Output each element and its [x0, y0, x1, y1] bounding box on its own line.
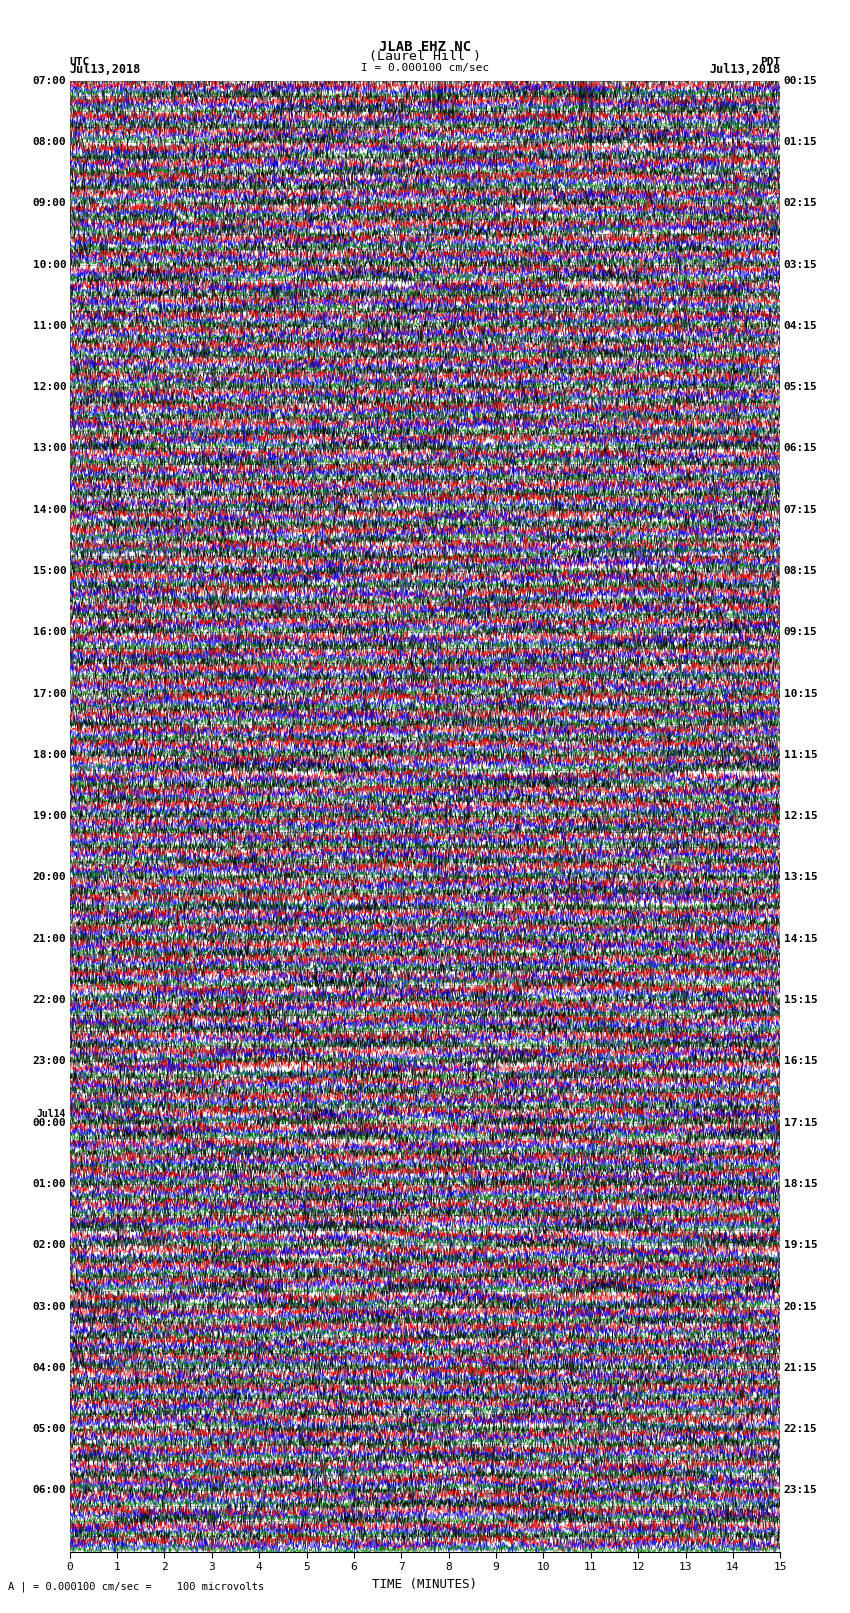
Text: 23:00: 23:00	[32, 1057, 66, 1066]
Text: PDT: PDT	[760, 56, 780, 66]
Text: I = 0.000100 cm/sec: I = 0.000100 cm/sec	[361, 63, 489, 73]
Text: 07:00: 07:00	[32, 76, 66, 85]
Text: 06:00: 06:00	[32, 1486, 66, 1495]
Text: 17:15: 17:15	[784, 1118, 818, 1127]
Text: 04:15: 04:15	[784, 321, 818, 331]
Text: 00:15: 00:15	[784, 76, 818, 85]
Text: 01:15: 01:15	[784, 137, 818, 147]
Text: 18:15: 18:15	[784, 1179, 818, 1189]
Text: 07:15: 07:15	[784, 505, 818, 515]
Text: 21:00: 21:00	[32, 934, 66, 944]
Text: 16:15: 16:15	[784, 1057, 818, 1066]
Text: 08:00: 08:00	[32, 137, 66, 147]
Text: 10:00: 10:00	[32, 260, 66, 269]
Text: 21:15: 21:15	[784, 1363, 818, 1373]
Text: 14:00: 14:00	[32, 505, 66, 515]
Text: 09:00: 09:00	[32, 198, 66, 208]
Text: Jul13,2018: Jul13,2018	[709, 63, 780, 76]
Text: 12:15: 12:15	[784, 811, 818, 821]
Text: UTC: UTC	[70, 56, 90, 66]
Text: 03:00: 03:00	[32, 1302, 66, 1311]
Text: 11:00: 11:00	[32, 321, 66, 331]
Text: JLAB EHZ NC: JLAB EHZ NC	[379, 40, 471, 53]
Text: (Laurel Hill ): (Laurel Hill )	[369, 50, 481, 63]
Text: 22:15: 22:15	[784, 1424, 818, 1434]
Text: 15:00: 15:00	[32, 566, 66, 576]
Text: 16:00: 16:00	[32, 627, 66, 637]
Text: 13:15: 13:15	[784, 873, 818, 882]
Text: 20:00: 20:00	[32, 873, 66, 882]
Text: Jul13,2018: Jul13,2018	[70, 63, 141, 76]
Text: 10:15: 10:15	[784, 689, 818, 698]
Text: 03:15: 03:15	[784, 260, 818, 269]
Text: 02:15: 02:15	[784, 198, 818, 208]
Text: 05:00: 05:00	[32, 1424, 66, 1434]
X-axis label: TIME (MINUTES): TIME (MINUTES)	[372, 1578, 478, 1590]
Text: 19:00: 19:00	[32, 811, 66, 821]
Text: 11:15: 11:15	[784, 750, 818, 760]
Text: 08:15: 08:15	[784, 566, 818, 576]
Text: 15:15: 15:15	[784, 995, 818, 1005]
Text: Jul14: Jul14	[37, 1110, 66, 1119]
Text: 22:00: 22:00	[32, 995, 66, 1005]
Text: A | = 0.000100 cm/sec =    100 microvolts: A | = 0.000100 cm/sec = 100 microvolts	[8, 1582, 264, 1592]
Text: 18:00: 18:00	[32, 750, 66, 760]
Text: 05:15: 05:15	[784, 382, 818, 392]
Text: 19:15: 19:15	[784, 1240, 818, 1250]
Text: 09:15: 09:15	[784, 627, 818, 637]
Text: 14:15: 14:15	[784, 934, 818, 944]
Text: 06:15: 06:15	[784, 444, 818, 453]
Text: 01:00: 01:00	[32, 1179, 66, 1189]
Text: 02:00: 02:00	[32, 1240, 66, 1250]
Text: 13:00: 13:00	[32, 444, 66, 453]
Text: 23:15: 23:15	[784, 1486, 818, 1495]
Text: 17:00: 17:00	[32, 689, 66, 698]
Text: 12:00: 12:00	[32, 382, 66, 392]
Text: 20:15: 20:15	[784, 1302, 818, 1311]
Text: 00:00: 00:00	[32, 1118, 66, 1127]
Text: 04:00: 04:00	[32, 1363, 66, 1373]
